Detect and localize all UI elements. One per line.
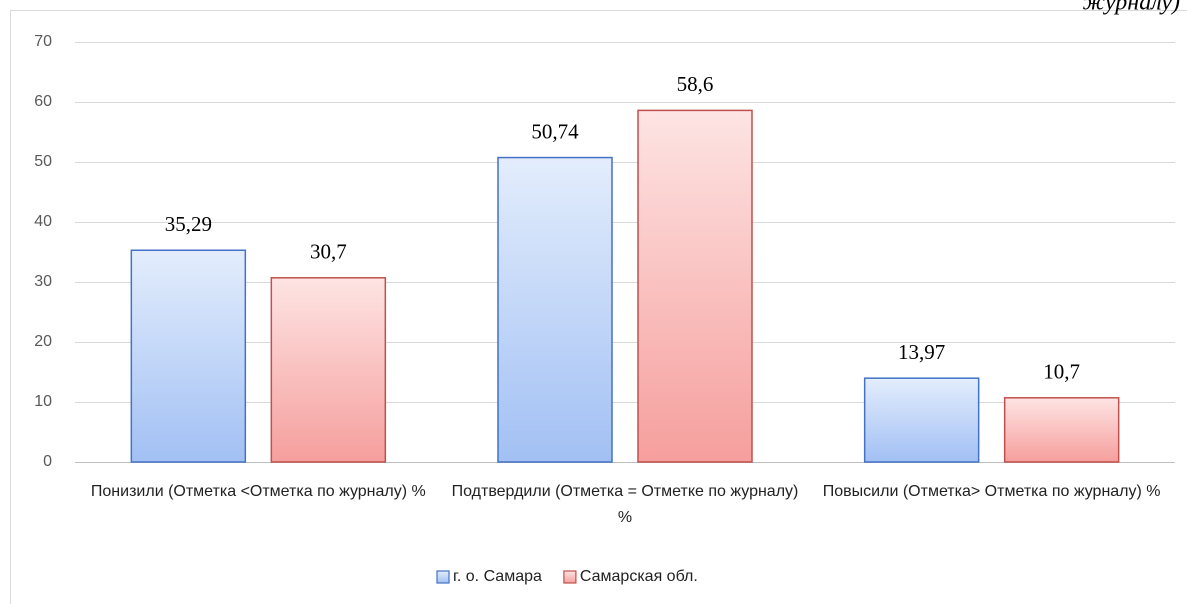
bar [130, 249, 247, 463]
y-tick-label: 40 [34, 213, 52, 230]
data-label: 30,7 [310, 240, 347, 264]
x-tick-label: Подтвердили (Отметка = Отметке по журнал… [451, 483, 799, 526]
legend-swatch [436, 570, 450, 584]
bar [497, 156, 613, 463]
x-tick-label: Понизили (Отметка <Отметка по журналу) % [90, 483, 426, 500]
y-tick-label: 20 [34, 333, 52, 350]
y-tick-label: 60 [34, 93, 52, 110]
chart-frame [10, 10, 1187, 604]
legend-swatch [563, 570, 577, 584]
legend-label: г. о. Самара [453, 568, 542, 585]
bar [863, 377, 980, 463]
annotation: журналу) [1083, 0, 1180, 16]
data-label: 10,7 [1043, 360, 1080, 384]
y-tick-label: 10 [34, 393, 52, 410]
bar [270, 277, 387, 463]
data-label: 35,29 [165, 212, 212, 236]
y-tick-label: 30 [34, 273, 52, 290]
legend-label: Самарская обл. [580, 568, 698, 585]
x-tick-label: Повысили (Отметка> Отметка по журналу) % [822, 483, 1161, 500]
bar [637, 109, 753, 463]
data-label: 13,97 [898, 340, 945, 364]
data-label: 50,74 [531, 119, 579, 143]
y-tick-label: 70 [34, 33, 52, 50]
y-tick-label: 50 [34, 153, 52, 170]
data-label: 58,6 [677, 72, 714, 96]
bar [1003, 397, 1120, 463]
y-tick-label: 0 [43, 453, 52, 470]
